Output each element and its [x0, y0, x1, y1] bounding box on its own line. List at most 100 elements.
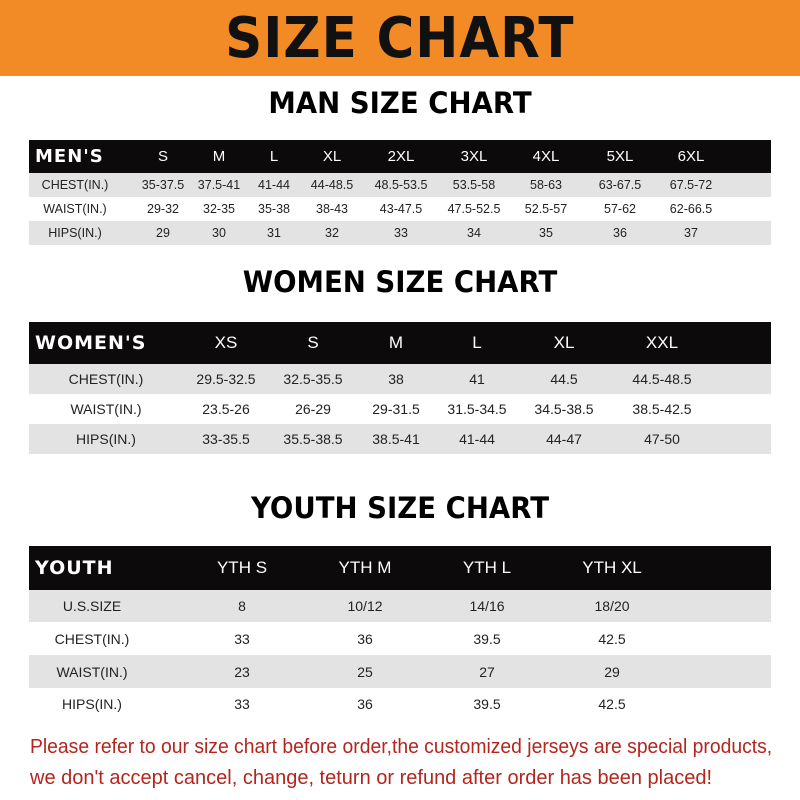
size-header: L — [269, 148, 279, 165]
table-cell: 53.5-58 — [452, 178, 496, 192]
table-cell: 32 — [325, 226, 339, 240]
table-row: CHEST(IN.) 29.5-32.5 32.5-35.5 38 41 44.5 44.5… — [29, 364, 771, 394]
table-cell: 38 — [388, 371, 404, 387]
measurement-label: HIPS(IN.) — [48, 226, 102, 240]
table-cell: 10/12 — [347, 598, 383, 614]
table-cell: 38.5-42.5 — [632, 401, 692, 417]
size-header: YTH M — [338, 558, 392, 577]
size-header: M — [388, 333, 404, 352]
men-title: MAN SIZE CHART — [268, 86, 532, 120]
table-row: CHEST(IN.) 33 36 39.5 42.5 — [29, 622, 771, 655]
notice-line-1: Please refer to our size chart before or… — [30, 736, 773, 758]
table-cell: 32-35 — [203, 202, 235, 216]
table-cell: 26-29 — [295, 401, 331, 417]
size-header: XL — [322, 148, 342, 165]
table-cell: 58-63 — [530, 178, 562, 192]
table-cell: 31 — [267, 226, 281, 240]
table-cell: 33 — [234, 696, 250, 712]
table-cell: 30 — [212, 226, 226, 240]
table-cell: 33 — [234, 630, 250, 647]
table-cell: 37 — [684, 226, 698, 240]
table-row: HIPS(IN.) 33 36 39.5 42.5 — [29, 688, 771, 720]
table-cell: 29.5-32.5 — [196, 371, 256, 387]
size-header: YTH L — [462, 558, 512, 577]
size-header: S — [157, 148, 169, 165]
men-size-table: MEN'S S M L XL 2XL 3XL 4XL 5XL 6XL CHEST(IN.) 35-37… — [29, 140, 771, 245]
table-cell: 8 — [238, 598, 246, 614]
table-cell: 48.5-53.5 — [374, 178, 428, 192]
table-cell: 62-66.5 — [669, 202, 713, 216]
table-cell: 42.5 — [598, 696, 626, 712]
table-cell: 47-50 — [644, 431, 680, 447]
size-header: XS — [214, 333, 238, 352]
table-cell: 35-37.5 — [141, 178, 185, 192]
table-cell: 63-67.5 — [598, 178, 642, 192]
size-header: S — [307, 333, 319, 352]
size-header: 3XL — [460, 148, 488, 165]
table-cell: 35.5-38.5 — [283, 431, 343, 447]
table-cell: 44.5-48.5 — [632, 371, 692, 387]
size-header: XL — [553, 333, 575, 352]
banner: SIZE CHART — [0, 0, 800, 76]
table-cell: 38-43 — [316, 202, 348, 216]
table-cell: 34.5-38.5 — [534, 401, 594, 417]
size-header: 6XL — [677, 148, 705, 165]
table-row: U.S.SIZE 8 10/12 14/16 18/20 — [29, 590, 771, 622]
table-cell: 27 — [479, 663, 495, 680]
women-size-table: WOMEN'S XS S M L XL XXL CHEST(IN.) 29.5-32.5 32.5… — [29, 322, 771, 454]
measurement-label: U.S.SIZE — [62, 598, 122, 614]
table-row: HIPS(IN.) 33-35.5 35.5-38.5 38.5-41 41-44 44-… — [29, 424, 771, 454]
table-cell: 44-48.5 — [310, 178, 354, 192]
table-header-label: WOMEN'S — [35, 332, 147, 354]
size-header: XXL — [645, 333, 679, 352]
table-row: HIPS(IN.) 29 30 31 32 33 34 35 36 37 — [29, 221, 771, 245]
table-cell: 39.5 — [473, 630, 501, 647]
youth-header-row: YOUTH YTH S YTH M YTH L YTH XL — [29, 546, 771, 590]
table-cell: 57-62 — [604, 202, 636, 216]
table-cell: 41 — [469, 371, 485, 387]
table-cell: 44-47 — [546, 431, 582, 447]
table-cell: 35 — [539, 226, 553, 240]
table-cell: 29 — [604, 663, 620, 680]
youth-title: YOUTH SIZE CHART — [250, 491, 550, 525]
table-cell: 41-44 — [258, 178, 290, 192]
size-header: YTH XL — [582, 558, 642, 577]
table-cell: 33-35.5 — [202, 431, 250, 447]
table-cell: 23.5-26 — [202, 401, 250, 417]
table-header-label: YOUTH — [35, 557, 114, 579]
table-cell: 42.5 — [598, 630, 626, 647]
measurement-label: WAIST(IN.) — [56, 663, 128, 680]
measurement-label: WAIST(IN.) — [43, 202, 107, 216]
table-cell: 43-47.5 — [379, 202, 423, 216]
size-header: 5XL — [606, 148, 634, 165]
table-cell: 31.5-34.5 — [447, 401, 507, 417]
table-cell: 47.5-52.5 — [447, 202, 501, 216]
table-cell: 37.5-41 — [197, 178, 241, 192]
table-cell: 41-44 — [459, 431, 495, 447]
table-cell: 36 — [357, 630, 373, 647]
size-header: 4XL — [532, 148, 560, 165]
size-header: YTH S — [216, 558, 268, 577]
table-cell: 44.5 — [550, 371, 578, 387]
table-cell: 14/16 — [469, 598, 505, 614]
table-cell: 36 — [357, 696, 373, 712]
women-title: WOMEN SIZE CHART — [242, 265, 558, 299]
banner-title: SIZE CHART — [225, 5, 575, 71]
table-cell: 29-31.5 — [372, 401, 420, 417]
table-cell: 25 — [357, 663, 373, 680]
table-cell: 36 — [613, 226, 627, 240]
measurement-label: CHEST(IN.) — [68, 371, 144, 387]
table-header-label: MEN'S — [35, 146, 104, 167]
men-header-row: MEN'S S M L XL 2XL 3XL 4XL 5XL 6XL — [29, 140, 771, 173]
table-cell: 23 — [234, 663, 250, 680]
measurement-label: CHEST(IN.) — [54, 630, 130, 647]
size-header: 2XL — [387, 148, 415, 165]
women-header-row: WOMEN'S XS S M L XL XXL — [29, 322, 771, 364]
notice-line-2: we don't accept cancel, change, teturn o… — [30, 767, 713, 789]
table-cell: 29 — [156, 226, 170, 240]
table-cell: 38.5-41 — [372, 431, 420, 447]
table-cell: 32.5-35.5 — [283, 371, 343, 387]
measurement-label: CHEST(IN.) — [41, 178, 109, 192]
table-cell: 52.5-57 — [524, 202, 568, 216]
size-header: L — [472, 333, 482, 352]
